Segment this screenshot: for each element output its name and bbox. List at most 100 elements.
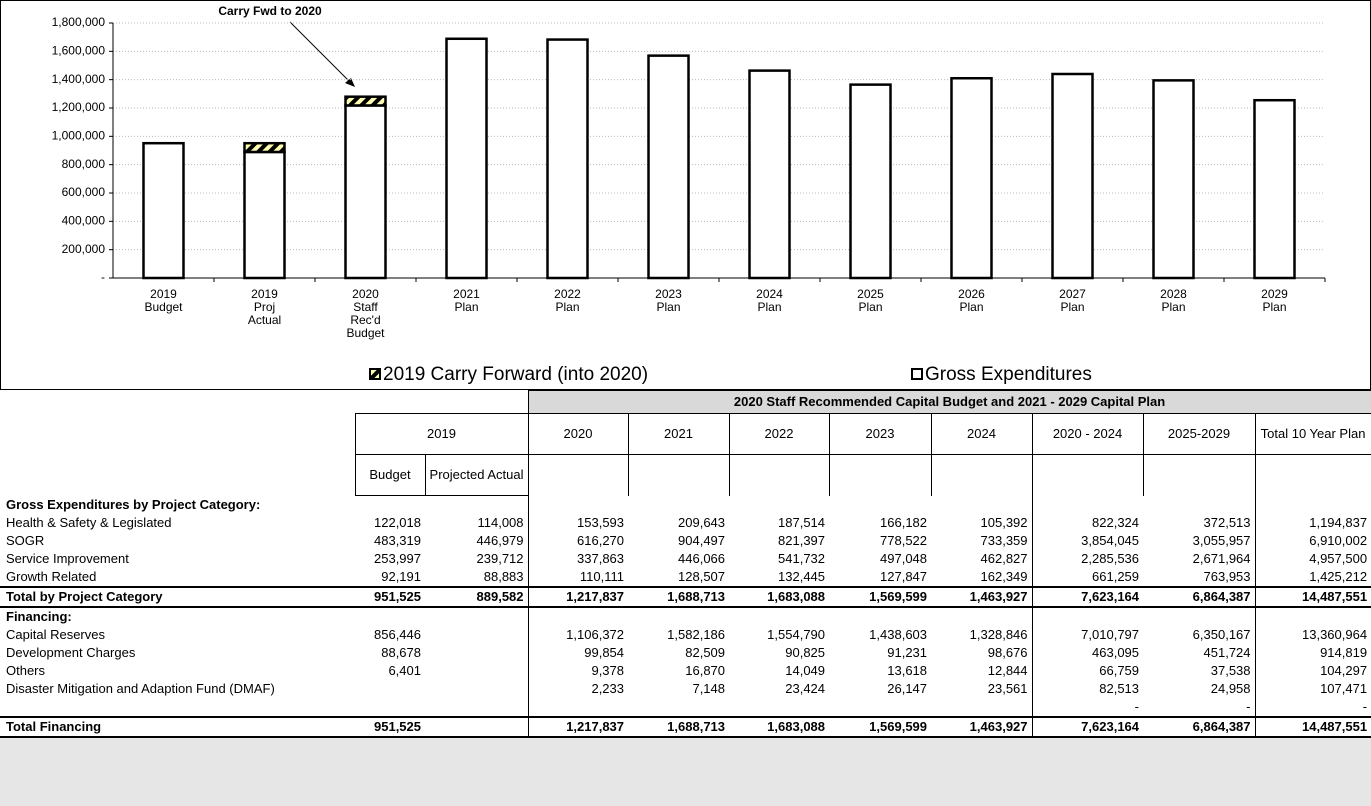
blank-cell [1143, 607, 1255, 626]
cell: 1,569,599 [829, 716, 932, 738]
cell: 132,445 [778, 569, 826, 584]
cell: 904,497 [678, 533, 726, 548]
cell: 110,111 [527, 568, 629, 587]
y-tick-label: 1,600,000 [52, 44, 106, 58]
cell: 1,569,599 [829, 586, 932, 608]
cell: 7,623,164 [1031, 716, 1144, 738]
cell: 1,425,212 [1254, 568, 1371, 587]
column-header: 2020 [527, 413, 629, 455]
blank-cell [1254, 454, 1371, 496]
table-row: Growth Related 92,191 88,883 110,111 128,507… [0, 568, 1371, 587]
row-label: SOGR [6, 533, 45, 548]
cell: 337,863 [527, 550, 629, 568]
cell: 14,487,551 [1254, 716, 1371, 738]
cell: 1,194,837 [1254, 514, 1371, 532]
cell: 4,957,500 [1254, 550, 1371, 568]
blank-cell [628, 607, 729, 626]
cell: 107,471 [1254, 680, 1371, 698]
cell: 463,095 [1031, 644, 1144, 662]
y-tick-label: 600,000 [62, 185, 106, 199]
cell [425, 680, 528, 698]
cell [931, 698, 1032, 717]
bar [445, 37, 488, 280]
cell: 253,997 [374, 551, 421, 566]
blank-cell [1142, 454, 1256, 496]
cell: 91,231 [887, 645, 928, 660]
arrow-head [345, 78, 355, 87]
cell: 82,513 [1031, 680, 1144, 698]
cell: 166,182 [880, 515, 928, 530]
cell: 1,683,088 [729, 586, 830, 608]
cell [628, 698, 729, 717]
cell: 88,883 [483, 569, 524, 584]
blank-cell [425, 607, 528, 626]
x-tick-label: 2028 Plan [1160, 287, 1187, 314]
blank-cell [931, 496, 1032, 515]
blank-cell [829, 607, 931, 626]
bar [647, 54, 690, 280]
cell: 105,392 [980, 515, 1028, 530]
cell: 82,509 [685, 645, 726, 660]
table-row: Disaster Mitigation and Adaption Fund (D… [0, 680, 1371, 698]
cell: 541,732 [778, 551, 826, 566]
x-tick-label: 2025 Plan [857, 287, 884, 314]
cell: 37,538 [1210, 663, 1251, 678]
cell: 2,285,536 [1031, 550, 1144, 568]
cell: 1,463,927 [931, 716, 1033, 738]
cell: 209,643 [678, 515, 726, 530]
blank-cell [425, 496, 528, 515]
cell: 3,055,957 [1192, 533, 1251, 548]
cell: - [1246, 699, 1251, 714]
cell: 128,507 [678, 569, 726, 584]
column-subheader: Budget [354, 454, 426, 496]
cell: 1,688,713 [628, 586, 730, 608]
cell: 951,525 [355, 586, 425, 608]
bar [1152, 79, 1195, 280]
legend-swatch [369, 368, 381, 380]
cell: 462,827 [980, 551, 1028, 566]
cell: 372,513 [1203, 515, 1251, 530]
cell: 12,844 [987, 663, 1028, 678]
cell: 14,049 [785, 663, 826, 678]
cell: 1,438,603 [869, 627, 928, 642]
cell [829, 698, 931, 717]
cell: 6,910,002 [1254, 532, 1371, 550]
bar [344, 95, 387, 107]
bar [1253, 98, 1296, 280]
section-title: Gross Expenditures by Project Category: [6, 496, 261, 512]
blank-cell [1254, 495, 1371, 514]
cell: 446,066 [678, 551, 726, 566]
cell: 122,018 [374, 515, 421, 530]
cell: 914,819 [1254, 644, 1371, 662]
cell: 1,328,846 [969, 627, 1028, 642]
column-header: 2020 - 2024 [1031, 413, 1144, 455]
cell: 239,712 [476, 551, 524, 566]
cell [355, 698, 425, 717]
cell: 153,593 [527, 514, 629, 532]
cell [425, 644, 528, 662]
cell: 6,864,387 [1143, 716, 1256, 738]
blank-cell [1031, 495, 1144, 514]
blank-cell [0, 414, 355, 455]
table-row: Health & Safety & Legislated 122,018 114,0… [0, 514, 1371, 532]
cell: 13,360,964 [1254, 626, 1371, 644]
blank-cell [627, 454, 730, 496]
cell: 2,233 [527, 680, 629, 698]
row-label: Others [6, 663, 46, 678]
cell: 98,676 [987, 645, 1028, 660]
cell [425, 626, 528, 644]
cell: 6,401 [388, 663, 421, 678]
table-row: Capital Reserves 856,446 1,106,372 1,582,18… [0, 626, 1371, 644]
cell: 889,582 [425, 586, 529, 608]
cell: 6,864,387 [1143, 586, 1256, 608]
legend-label: 2019 Carry Forward (into 2020) [383, 364, 648, 385]
blank-cell [628, 496, 729, 515]
cell: 1,554,790 [767, 627, 826, 642]
column-subheader: Projected Actual [424, 454, 529, 496]
cell: 7,623,164 [1031, 586, 1144, 608]
banner-row: 2020 Staff Recommended Capital Budget an… [0, 390, 1371, 414]
bar [546, 38, 589, 280]
cell: 1,217,837 [527, 586, 629, 608]
blank-cell [0, 737, 1371, 806]
cell: 1,463,927 [931, 586, 1033, 608]
